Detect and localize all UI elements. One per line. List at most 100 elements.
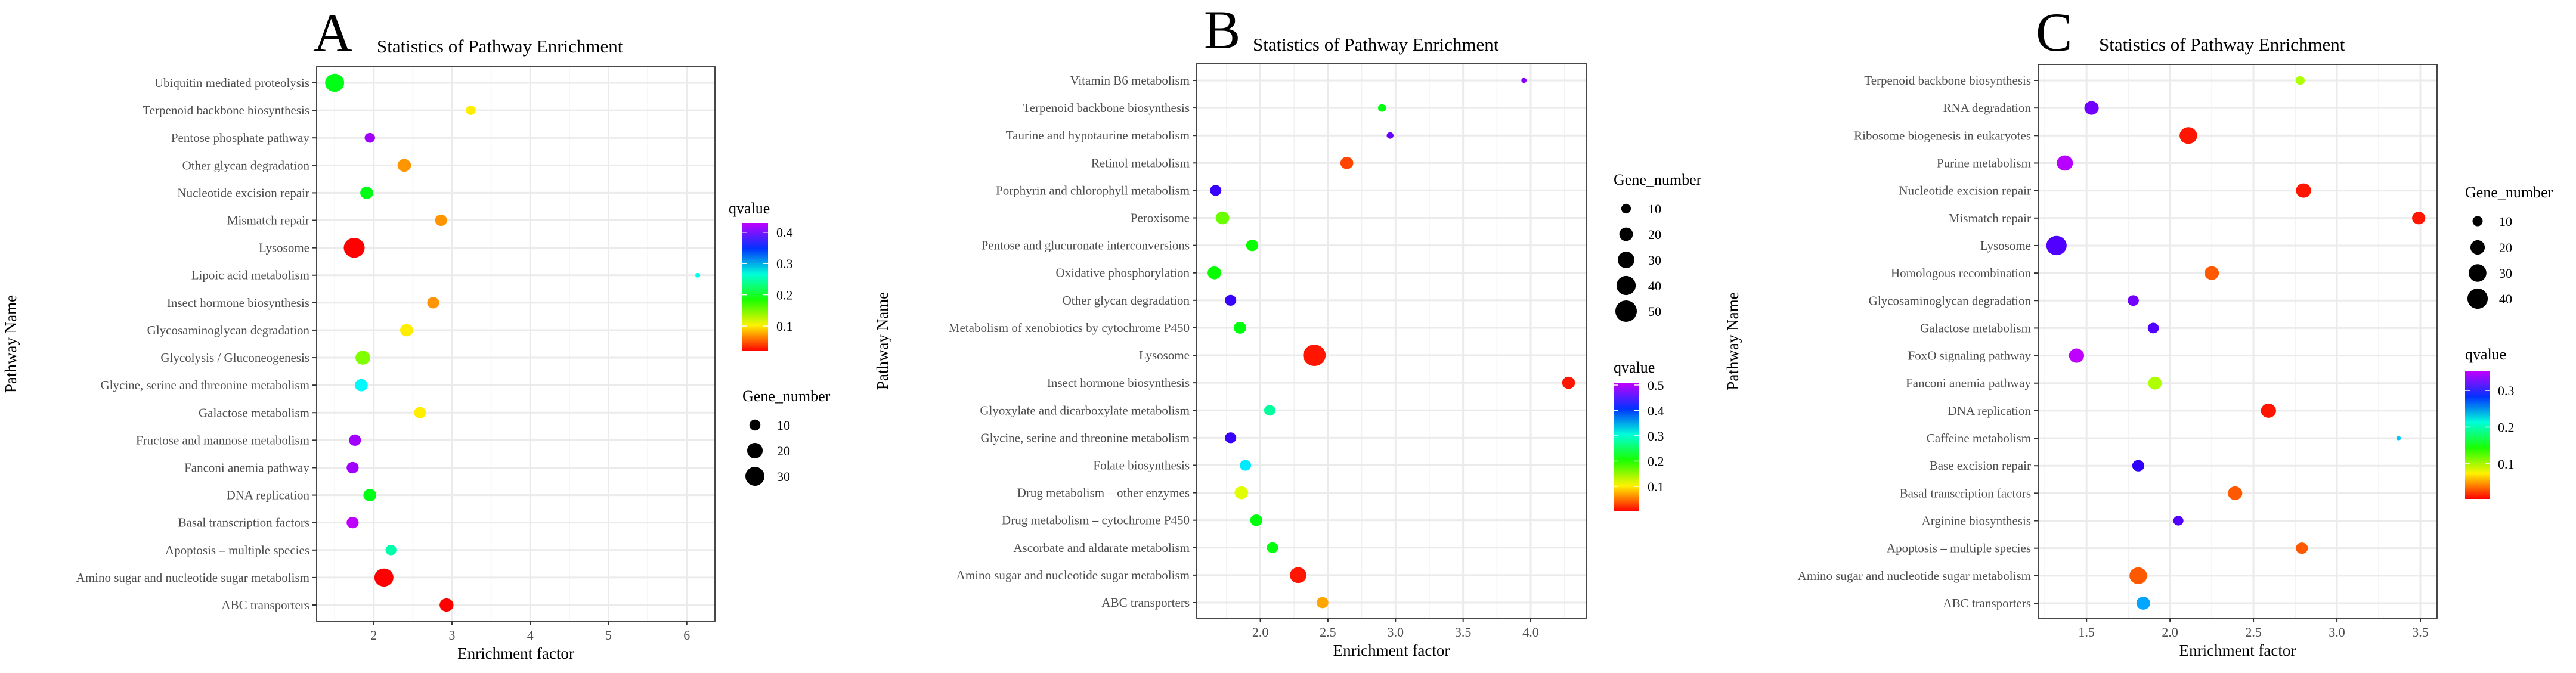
color-legend-title: qvalue bbox=[2465, 346, 2506, 363]
y-tick-label: Purine metabolism bbox=[1937, 156, 2031, 170]
data-point bbox=[2296, 183, 2311, 198]
color-legend-label: 0.3 bbox=[2498, 383, 2515, 398]
y-tick-label: Pentose phosphate pathway bbox=[171, 131, 310, 145]
color-legend-title: qvalue bbox=[1614, 359, 1655, 376]
color-legend-title: qvalue bbox=[729, 200, 770, 217]
y-tick-label: FoxO signaling pathway bbox=[1908, 349, 2032, 363]
plot-background bbox=[1197, 64, 1586, 618]
y-tick-label: ABC transporters bbox=[1101, 596, 1190, 610]
y-tick-label: Oxidative phosphorylation bbox=[1055, 266, 1190, 280]
size-legend-dot bbox=[1615, 300, 1637, 322]
data-point bbox=[325, 73, 345, 92]
data-point bbox=[363, 489, 377, 501]
y-tick-label: Terpenoid backbone biosynthesis bbox=[1864, 73, 2031, 88]
y-tick-label: Glycolysis / Gluconeogenesis bbox=[160, 351, 309, 365]
y-axis-title: Pathway Name bbox=[874, 292, 891, 390]
data-point bbox=[346, 461, 359, 474]
color-legend-label: 0.3 bbox=[776, 256, 793, 271]
size-legend-label: 50 bbox=[1648, 304, 1661, 319]
data-point bbox=[1386, 132, 1394, 139]
color-legend-label: 0.1 bbox=[2498, 457, 2515, 472]
size-legend-dot bbox=[745, 467, 764, 486]
data-point bbox=[1290, 567, 1307, 584]
data-point bbox=[466, 106, 476, 115]
x-tick-label: 5 bbox=[605, 628, 612, 643]
color-legend-label: 0.4 bbox=[1648, 403, 1664, 418]
data-point bbox=[2057, 155, 2073, 171]
y-tick-label: Glyoxylate and dicarboxylate metabolism bbox=[980, 403, 1190, 417]
data-point bbox=[354, 379, 368, 392]
x-tick-label: 2.5 bbox=[1320, 625, 1336, 640]
y-tick-label: Arginine biosynthesis bbox=[1922, 514, 2031, 528]
size-legend-label: 10 bbox=[777, 418, 790, 433]
y-tick-label: Glycine, serine and threonine metabolism bbox=[981, 430, 1190, 445]
size-legend-label: 30 bbox=[777, 469, 790, 484]
y-tick-label: Peroxisome bbox=[1131, 211, 1190, 225]
data-point bbox=[695, 272, 701, 278]
size-legend-dot bbox=[747, 442, 763, 459]
y-tick-label: Apoptosis – multiple species bbox=[1887, 541, 2031, 556]
y-tick-label: Galactose metabolism bbox=[199, 405, 309, 420]
size-legend-label: 40 bbox=[2499, 291, 2512, 306]
size-legend-label: 10 bbox=[1648, 201, 1661, 216]
data-point bbox=[1303, 345, 1326, 367]
size-legend-label: 20 bbox=[777, 444, 790, 458]
y-tick-label: Amino sugar and nucleotide sugar metabol… bbox=[76, 570, 309, 585]
y-tick-label: Caffeine metabolism bbox=[1927, 431, 2031, 445]
y-tick-label: Fanconi anemia pathway bbox=[184, 460, 309, 474]
x-tick-label: 3.0 bbox=[1388, 625, 1404, 640]
color-legend-bar bbox=[2465, 371, 2490, 499]
data-point bbox=[2205, 266, 2219, 280]
x-axis-title: Enrichment factor bbox=[2179, 641, 2296, 659]
size-legend-dot bbox=[2472, 216, 2483, 227]
data-point bbox=[1264, 405, 1275, 416]
data-point bbox=[1225, 432, 1237, 444]
y-tick-label: Other glycan degradation bbox=[182, 158, 310, 172]
data-point bbox=[1267, 542, 1278, 553]
y-tick-label: ABC transporters bbox=[221, 598, 309, 612]
y-tick-label: DNA replication bbox=[227, 488, 310, 503]
y-tick-label: Ubiquitin mediated proteolysis bbox=[154, 76, 309, 90]
data-point bbox=[2295, 76, 2305, 85]
data-point bbox=[2128, 295, 2139, 306]
y-tick-label: Glycosaminoglycan degradation bbox=[147, 323, 310, 337]
color-legend-label: 0.2 bbox=[776, 288, 793, 303]
size-legend-label: 20 bbox=[2499, 240, 2512, 255]
data-point bbox=[435, 214, 447, 227]
color-legend-bar bbox=[742, 223, 768, 351]
plot-background bbox=[2038, 64, 2437, 618]
x-tick-label: 2.0 bbox=[1252, 625, 1269, 640]
y-tick-label: Fructose and mannose metabolism bbox=[136, 433, 309, 447]
color-legend-label: 0.3 bbox=[1648, 429, 1664, 444]
x-axis-title: Enrichment factor bbox=[1333, 641, 1450, 659]
size-legend-label: 30 bbox=[2499, 266, 2512, 281]
size-legend-label: 10 bbox=[2499, 214, 2512, 229]
x-tick-label: 3 bbox=[449, 628, 456, 643]
data-point bbox=[2132, 460, 2145, 472]
x-tick-label: 2 bbox=[370, 628, 377, 643]
y-tick-label: Vitamin B6 metabolism bbox=[1070, 73, 1190, 88]
y-axis-title: Pathway Name bbox=[1724, 292, 1742, 390]
panel-letter: B bbox=[1204, 0, 1240, 60]
size-legend-dot bbox=[1619, 227, 1633, 241]
x-tick-label: 4 bbox=[527, 628, 534, 643]
data-point bbox=[2129, 567, 2147, 584]
data-point bbox=[1316, 597, 1329, 609]
data-point bbox=[2173, 516, 2184, 526]
size-legend-dot bbox=[2469, 264, 2487, 282]
color-legend-label: 0.1 bbox=[776, 319, 793, 334]
data-point bbox=[427, 297, 439, 309]
plot-background bbox=[317, 67, 715, 621]
y-tick-label: Insect hormone biosynthesis bbox=[1047, 376, 1190, 390]
x-tick-label: 4.0 bbox=[1522, 625, 1539, 640]
color-legend-label: 0.1 bbox=[1648, 479, 1664, 494]
y-tick-label: Glycosaminoglycan degradation bbox=[1869, 293, 2032, 308]
data-point bbox=[2046, 235, 2067, 256]
data-point bbox=[1234, 486, 1249, 500]
y-tick-label: Drug metabolism – other enzymes bbox=[1017, 486, 1190, 500]
data-point bbox=[2412, 212, 2426, 225]
size-legend-title: Gene_number bbox=[1614, 171, 1702, 188]
size-legend-title: Gene_number bbox=[742, 387, 831, 405]
size-legend-dot bbox=[2467, 288, 2488, 309]
